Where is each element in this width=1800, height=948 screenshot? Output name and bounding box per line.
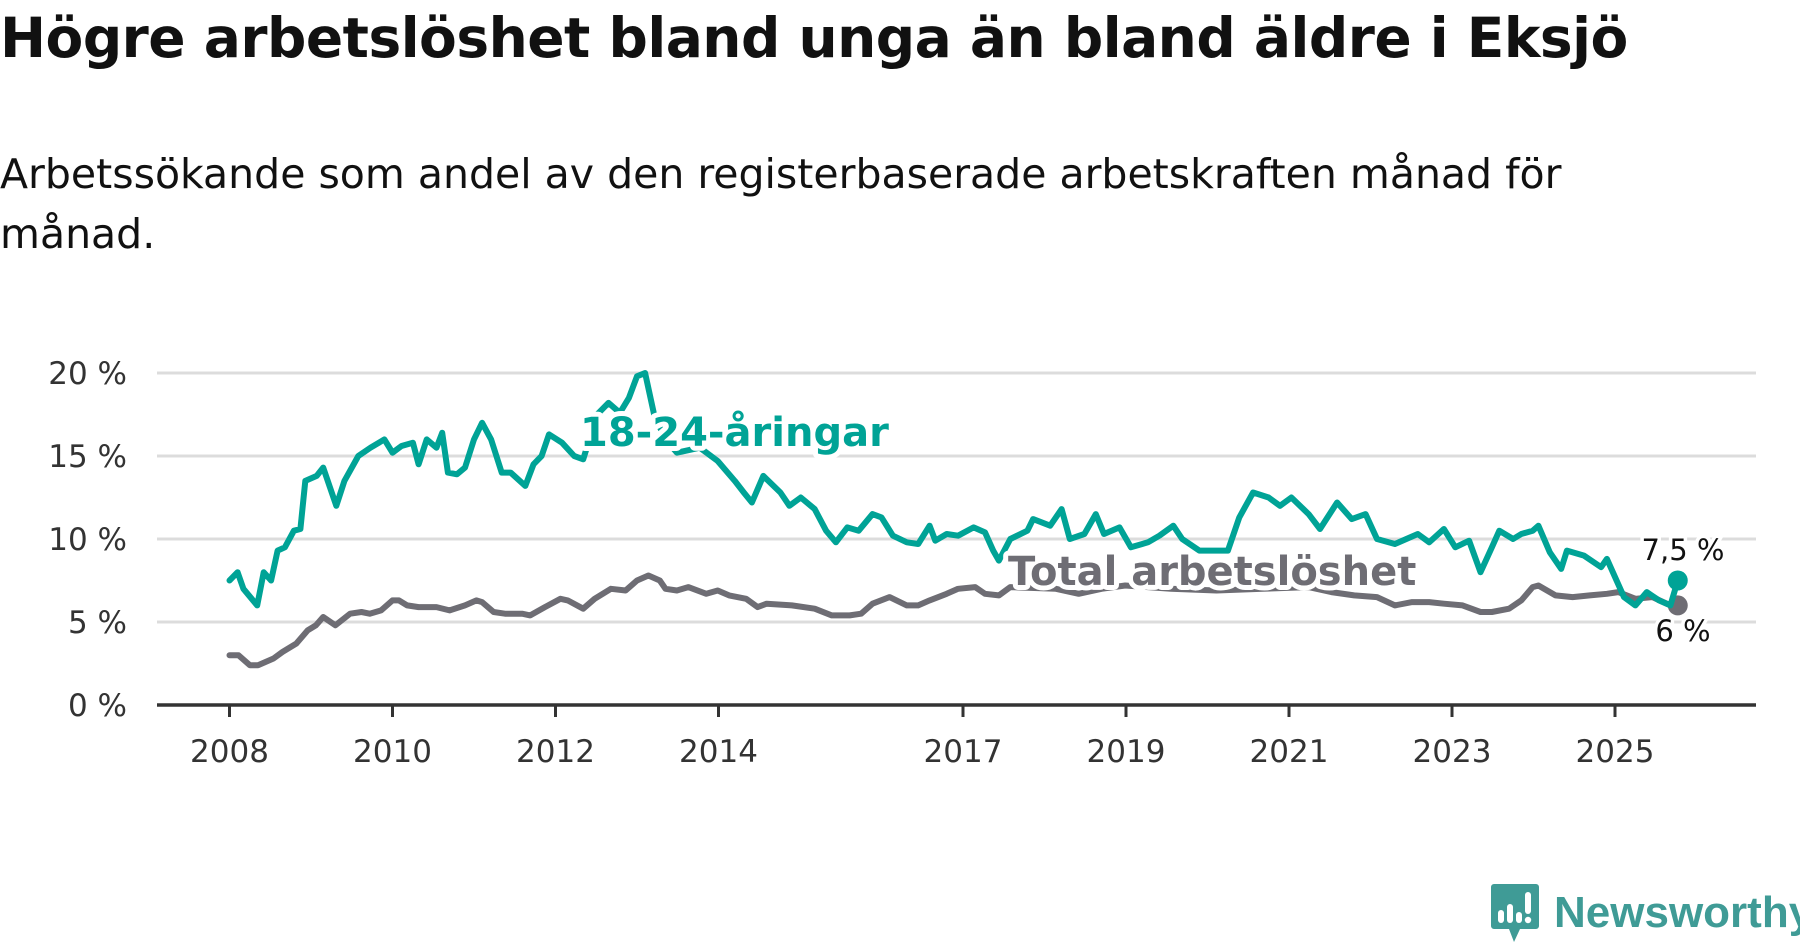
y-tick-label: 5 % [68, 605, 127, 641]
series-label-total: Total arbetslöshet [1008, 549, 1416, 595]
end-value-total: 6 % [1655, 614, 1710, 648]
x-tick-label: 2008 [190, 734, 269, 770]
x-tick-label: 2014 [679, 734, 758, 770]
x-tick-label: 2021 [1250, 734, 1329, 770]
gridlines [157, 371, 1756, 624]
series-line-youth [226, 370, 1681, 609]
bar-chart-speech-icon [1491, 884, 1539, 942]
x-tick-label: 2017 [924, 734, 1003, 770]
end-point-youth [1667, 570, 1688, 591]
x-tick-label: 2025 [1576, 734, 1655, 770]
x-tick-label: 2019 [1087, 734, 1166, 770]
chart-title: Högre arbetslöshet bland unga än bland ä… [0, 6, 1628, 70]
x-tick-label: 2010 [353, 734, 432, 770]
newsworthy-logo: Newsworthy [1490, 882, 1800, 944]
x-axis: 2008 2010 2012 2014 2017 2019 2021 2023 2025 [157, 703, 1756, 770]
chart-subtitle: Arbetssökande som andel av den registerb… [0, 150, 1562, 258]
x-tick-label: 2023 [1413, 734, 1492, 770]
y-tick-label: 0 % [68, 688, 127, 724]
series-lines [226, 370, 1688, 669]
series-label-youth: 18-24-åringar [580, 409, 889, 456]
y-axis-ticks: 0 % 5 % 10 % 15 % 20 % [48, 356, 127, 724]
y-tick-label: 20 % [48, 356, 127, 392]
end-value-youth: 7,5 % [1642, 533, 1725, 567]
y-tick-label: 15 % [48, 439, 127, 475]
series-line-total [226, 572, 1681, 669]
logo-text: Newsworthy [1554, 888, 1800, 937]
y-tick-label: 10 % [48, 522, 127, 558]
x-tick-label: 2012 [516, 734, 595, 770]
series-labels: 18-24-åringar Total arbetslöshet 7,5 % 6… [575, 404, 1728, 652]
